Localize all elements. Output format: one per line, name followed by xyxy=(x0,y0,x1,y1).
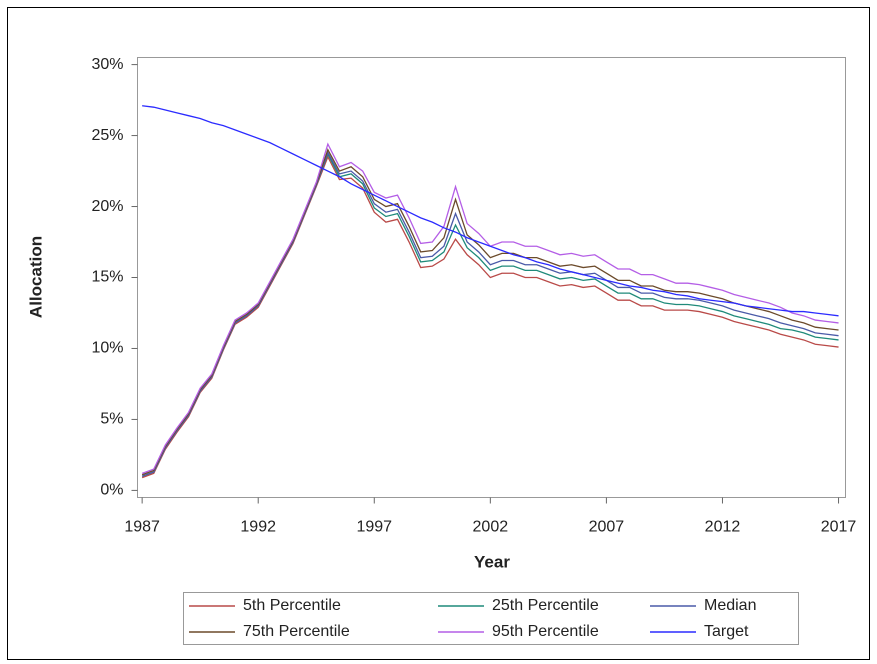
x-tick-label: 1992 xyxy=(240,519,276,536)
legend-label: 5th Percentile xyxy=(243,597,341,614)
series-line xyxy=(141,151,839,477)
series-line xyxy=(142,105,839,317)
y-tick-label: 10% xyxy=(91,340,123,357)
y-tick-label: 25% xyxy=(91,127,123,144)
legend-label: 25th Percentile xyxy=(492,597,599,614)
legend-label: 95th Percentile xyxy=(492,623,599,640)
y-tick-label: 15% xyxy=(91,269,123,286)
x-tick-label: 1997 xyxy=(356,519,392,536)
x-tick-label: 2002 xyxy=(473,519,509,536)
y-tick-label: 5% xyxy=(100,411,123,428)
legend-label: Median xyxy=(704,597,756,614)
x-tick-label: 2012 xyxy=(705,519,741,536)
frame xyxy=(7,7,870,660)
y-tick-label: 30% xyxy=(91,56,123,73)
legend-label: 75th Percentile xyxy=(243,623,350,640)
x-tick-label: 1987 xyxy=(124,519,160,536)
x-tick-label: 2017 xyxy=(821,519,857,536)
series-line xyxy=(141,148,839,476)
y-tick-label: 20% xyxy=(91,198,123,215)
x-axis-title: Year xyxy=(474,552,510,571)
x-tick-label: 2007 xyxy=(589,519,625,536)
y-tick-label: 0% xyxy=(100,482,123,499)
legend-label: Target xyxy=(704,623,749,640)
legend-box xyxy=(183,592,799,645)
series-line xyxy=(141,155,839,479)
y-axis-title: Allocation xyxy=(26,236,45,318)
